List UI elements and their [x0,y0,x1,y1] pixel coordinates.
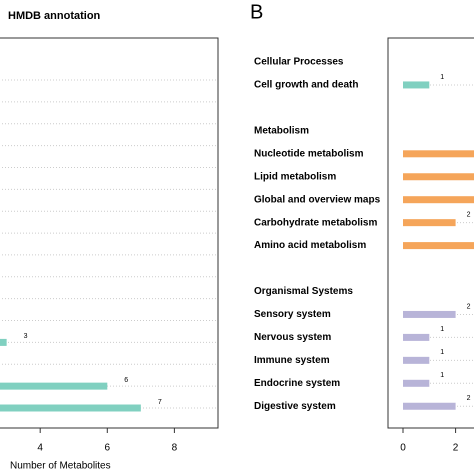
bar [403,402,456,410]
bar [0,338,7,346]
value-label: 1 [440,74,444,81]
x-tick-label: 8 [172,443,178,454]
category-label: Sensory system [254,309,331,320]
bar [0,404,141,412]
bar [403,81,430,89]
bar [403,310,456,318]
bar [403,333,430,341]
category-label: Endocrine system [254,378,340,389]
bar [403,242,474,250]
bar [403,379,430,387]
group-header: Metabolism [254,125,309,136]
value-label: 2 [467,395,471,402]
group-header: Organismal Systems [254,286,353,297]
plot-frame [387,37,474,429]
bar [0,382,108,390]
x-tick-label: 6 [105,443,111,454]
x-tick-label: 0 [400,443,406,454]
value-label: 1 [440,349,444,356]
bar [403,356,430,364]
x-axis-label: Number of Metabolites [10,461,111,472]
value-label: 2 [467,211,471,218]
category-label: Amino acid metabolism [254,240,366,251]
value-label: 7 [158,399,162,406]
category-label: Lipid metabolism [254,171,336,182]
bar [403,196,474,204]
value-label: 3 [24,333,28,340]
panel-label: B [250,1,263,23]
bar [403,150,474,158]
value-label: 2 [467,303,471,310]
value-label: 1 [440,372,444,379]
plot-frame [0,37,219,429]
value-label: 6 [124,377,128,384]
bar [403,173,474,181]
value-label: 1 [440,326,444,333]
bar [403,219,456,227]
category-label: Immune system [254,355,330,366]
x-tick-label: 4 [37,443,43,454]
category-label: Nervous system [254,332,331,343]
chart-title: HMDB annotation [8,10,101,22]
category-label: Carbohydrate metabolism [254,217,377,228]
category-label: Digestive system [254,401,336,412]
category-label: Global and overview maps [254,194,381,205]
category-label: Cell growth and death [254,80,358,91]
x-tick-label: 2 [453,443,459,454]
category-label: Nucleotide metabolism [254,148,364,159]
group-header: Cellular Processes [254,57,344,68]
